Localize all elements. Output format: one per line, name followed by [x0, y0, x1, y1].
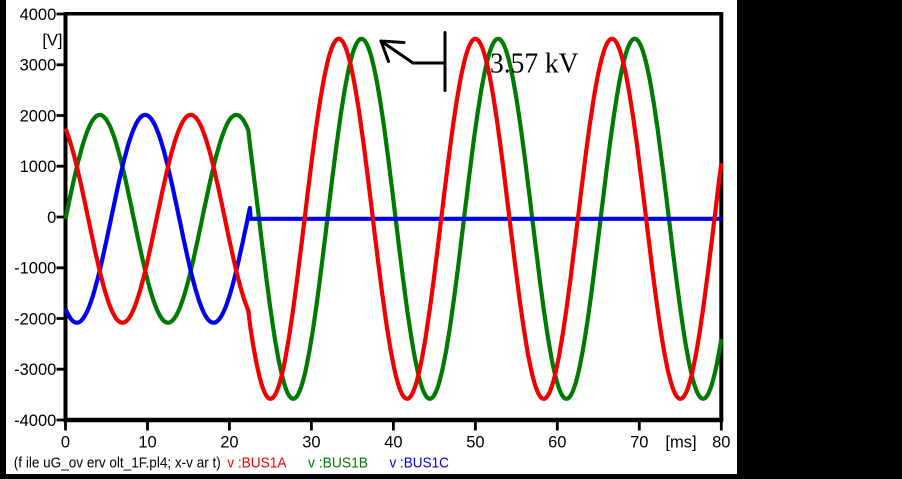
svg-text:0: 0	[61, 433, 70, 451]
svg-text:70: 70	[630, 433, 648, 451]
svg-text:[ms]: [ms]	[665, 433, 696, 451]
svg-text:20: 20	[220, 433, 238, 451]
svg-text:3.57 kV: 3.57 kV	[490, 48, 579, 79]
svg-text:0: 0	[47, 209, 56, 227]
svg-text:-3000: -3000	[14, 361, 56, 379]
svg-text:v :BUS1A: v :BUS1A	[227, 455, 286, 472]
svg-text:30: 30	[302, 433, 320, 451]
svg-text:1000: 1000	[20, 158, 57, 176]
svg-text:4000: 4000	[20, 6, 57, 24]
svg-text:-1000: -1000	[14, 260, 56, 278]
svg-text:v :BUS1C: v :BUS1C	[390, 455, 450, 472]
svg-text:40: 40	[384, 433, 402, 451]
svg-text:-2000: -2000	[14, 310, 56, 328]
svg-text:10: 10	[138, 433, 156, 451]
svg-text:60: 60	[548, 433, 566, 451]
svg-text:2000: 2000	[20, 107, 57, 125]
svg-text:50: 50	[466, 433, 484, 451]
svg-text:[V]: [V]	[42, 32, 62, 50]
svg-text:3000: 3000	[20, 57, 57, 75]
svg-text:-4000: -4000	[14, 412, 56, 430]
svg-text:80: 80	[712, 433, 730, 451]
svg-text:v :BUS1B: v :BUS1B	[308, 455, 368, 472]
svg-text:(f ile uG_ov erv olt_1F.pl4; x: (f ile uG_ov erv olt_1F.pl4; x-v ar t)	[14, 455, 221, 472]
